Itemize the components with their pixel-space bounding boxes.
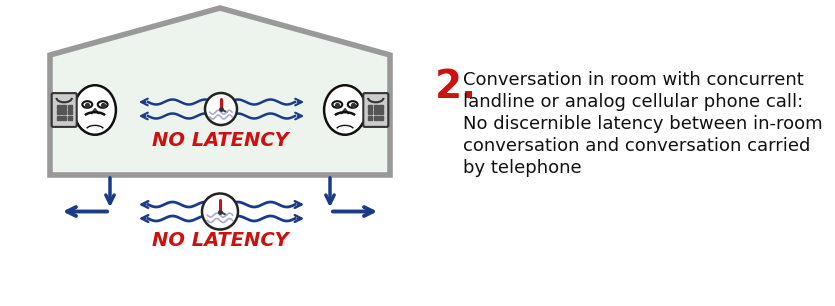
Circle shape bbox=[205, 93, 237, 125]
Ellipse shape bbox=[83, 101, 92, 108]
Text: NO LATENCY: NO LATENCY bbox=[152, 130, 288, 150]
FancyBboxPatch shape bbox=[363, 93, 388, 127]
Text: conversation and conversation carried: conversation and conversation carried bbox=[463, 137, 811, 155]
Ellipse shape bbox=[98, 101, 108, 108]
Ellipse shape bbox=[324, 85, 366, 135]
Circle shape bbox=[202, 193, 238, 230]
FancyBboxPatch shape bbox=[52, 93, 77, 127]
Ellipse shape bbox=[332, 101, 342, 108]
Polygon shape bbox=[50, 8, 390, 175]
Ellipse shape bbox=[74, 85, 116, 135]
Ellipse shape bbox=[347, 101, 357, 108]
Text: by telephone: by telephone bbox=[463, 159, 582, 177]
Text: NO LATENCY: NO LATENCY bbox=[152, 230, 288, 249]
Text: Conversation in room with concurrent: Conversation in room with concurrent bbox=[463, 71, 804, 89]
Text: landline or analog cellular phone call:: landline or analog cellular phone call: bbox=[463, 93, 803, 111]
Text: 2.: 2. bbox=[435, 68, 477, 106]
Text: No discernible latency between in-room: No discernible latency between in-room bbox=[463, 115, 822, 133]
